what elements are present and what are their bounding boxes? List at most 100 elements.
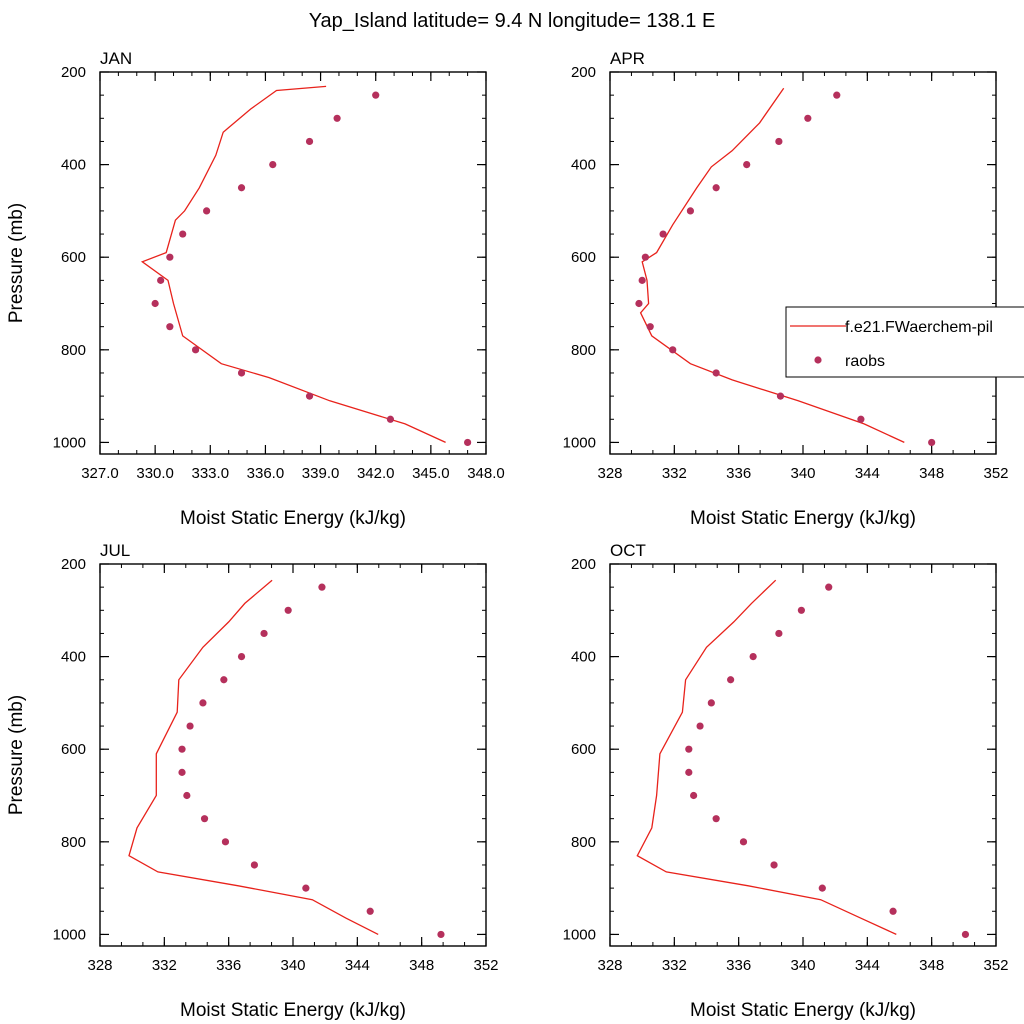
y-tick-label: 1000 — [563, 434, 596, 451]
x-tick-label: 344 — [855, 465, 880, 482]
y-axis-title: Pressure (mb) — [6, 695, 27, 815]
raobs-point — [464, 438, 472, 447]
raobs-point — [775, 629, 783, 638]
raobs-point — [305, 392, 314, 400]
raobs-point — [305, 137, 314, 146]
panel-jul: 328 332 336 340 344 348 352 200 400 600 800 1000 JUL… — [6, 541, 499, 1021]
x-tick-label: 340 — [280, 957, 305, 974]
panel-label: APR — [610, 49, 645, 68]
legend-label: raobs — [845, 353, 885, 370]
y-tick-label: 800 — [61, 834, 86, 851]
raobs-point — [203, 207, 211, 215]
x-tick-label: 344 — [855, 957, 880, 974]
raobs-point — [635, 299, 643, 308]
y-tick-label: 200 — [571, 64, 596, 81]
raobs-point — [961, 930, 970, 939]
y-tick-label: 400 — [61, 157, 86, 174]
y-tick-label: 800 — [61, 342, 86, 359]
raobs-point — [151, 299, 159, 308]
raobs-point — [638, 276, 646, 284]
raobs-point — [221, 838, 230, 846]
y-tick-label: 200 — [61, 556, 86, 573]
y-tick-label: 1000 — [563, 926, 596, 943]
raobs-point — [366, 907, 374, 915]
x-tick-label: 348.0 — [467, 465, 505, 482]
raobs-point — [775, 137, 783, 146]
plot-frame — [99, 563, 487, 947]
raobs-point — [739, 838, 748, 846]
raobs-point — [191, 346, 200, 354]
raobs-point — [199, 699, 207, 707]
x-tick-label: 340 — [790, 957, 815, 974]
raobs-point — [857, 415, 865, 423]
x-tick-label: 345.0 — [412, 465, 450, 482]
raobs-point — [386, 415, 395, 423]
raobs-point — [712, 369, 720, 377]
x-tick-label: 332 — [152, 957, 177, 974]
y-tick-label: 600 — [571, 249, 596, 266]
y-tick-label: 1000 — [53, 926, 86, 943]
panel-oct: 328 332 336 340 344 348 352 200 400 600 800 1000 OCT… — [563, 541, 1009, 1021]
raobs-point — [237, 184, 246, 192]
plot-frame — [99, 71, 487, 455]
x-tick-label: 344 — [345, 957, 370, 974]
raobs-point — [166, 323, 174, 331]
y-tick-label: 800 — [571, 834, 596, 851]
raobs-point — [776, 392, 785, 400]
raobs-point — [237, 369, 246, 377]
y-tick-label: 400 — [61, 649, 86, 666]
raobs-point — [712, 184, 720, 192]
x-axis-title: Moist Static Energy (kJ/kg) — [180, 1000, 406, 1021]
raobs-point — [712, 815, 720, 823]
raobs-point — [659, 230, 667, 238]
raobs-point — [690, 791, 698, 800]
x-tick-label: 332 — [662, 465, 687, 482]
panel-label: JUL — [100, 541, 130, 560]
y-tick-label: 1000 — [53, 434, 86, 451]
raobs-point — [727, 676, 735, 684]
raobs-point — [797, 606, 805, 614]
raobs-point — [669, 346, 677, 354]
raobs-point — [749, 653, 757, 661]
x-tick-label: 348 — [409, 957, 434, 974]
x-tick-label: 328 — [87, 957, 112, 974]
legend: f.e21.FWaerchem-pil raobs — [785, 306, 1024, 378]
y-tick-label: 200 — [61, 64, 86, 81]
x-axis-title: Moist Static Energy (kJ/kg) — [690, 508, 916, 529]
raobs-point — [157, 276, 165, 284]
raobs-point — [437, 930, 445, 939]
x-tick-label: 336 — [726, 465, 751, 482]
model-series-line — [636, 579, 897, 935]
raobs-point — [928, 438, 936, 447]
raobs-point — [183, 791, 191, 800]
x-tick-label: 328 — [597, 957, 622, 974]
raobs-point — [686, 207, 695, 215]
x-tick-label: 352 — [473, 957, 498, 974]
x-axis-title: Moist Static Energy (kJ/kg) — [180, 508, 406, 529]
raobs-point — [707, 699, 715, 707]
panel-apr: 328 332 336 340 344 348 352 200 400 600 800 1000 APR… — [563, 49, 1009, 529]
raobs-point — [372, 91, 380, 99]
panel-jan: 327.0 330.0 333.0 336.0 339.0 342.0 345.0 348.0… — [6, 49, 505, 529]
x-tick-label: 340 — [790, 465, 815, 482]
legend-marker-swatch — [814, 356, 822, 364]
y-tick-label: 400 — [571, 649, 596, 666]
y-tick-label: 800 — [571, 342, 596, 359]
panel-label: JAN — [100, 49, 132, 68]
figure-title: Yap_Island latitude= 9.4 N longitude= 13… — [309, 10, 716, 32]
plot-frame — [609, 563, 997, 947]
x-tick-label: 327.0 — [81, 465, 119, 482]
raobs-point — [237, 653, 246, 661]
raobs-point — [220, 676, 228, 684]
raobs-point — [333, 114, 341, 122]
raobs-point — [825, 583, 833, 591]
x-tick-label: 332 — [662, 957, 687, 974]
raobs-point — [889, 907, 897, 915]
x-tick-label: 330.0 — [136, 465, 174, 482]
raobs-point — [770, 861, 778, 869]
x-tick-label: 342.0 — [357, 465, 395, 482]
x-tick-label: 348 — [919, 957, 944, 974]
x-tick-label: 336 — [216, 957, 241, 974]
raobs-point — [685, 745, 693, 753]
